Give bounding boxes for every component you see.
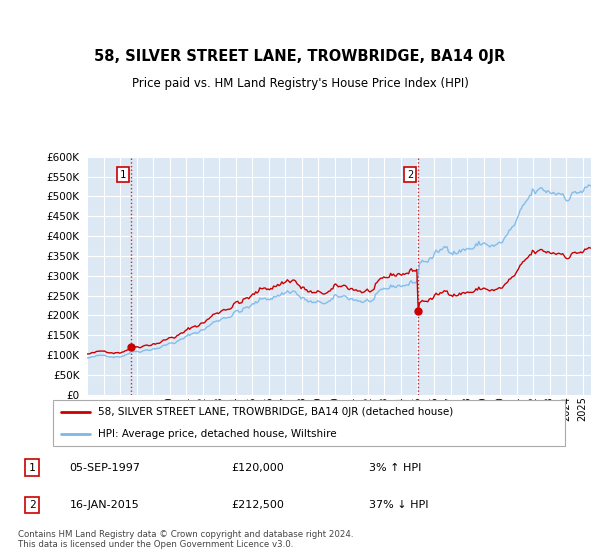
Text: 58, SILVER STREET LANE, TROWBRIDGE, BA14 0JR: 58, SILVER STREET LANE, TROWBRIDGE, BA14…	[94, 49, 506, 63]
Text: 1: 1	[29, 463, 35, 473]
Text: 1: 1	[120, 170, 126, 180]
Text: £212,500: £212,500	[231, 500, 284, 510]
Text: 05-SEP-1997: 05-SEP-1997	[70, 463, 140, 473]
Text: 2: 2	[407, 170, 413, 180]
Text: 58, SILVER STREET LANE, TROWBRIDGE, BA14 0JR (detached house): 58, SILVER STREET LANE, TROWBRIDGE, BA14…	[98, 407, 454, 417]
Text: Contains HM Land Registry data © Crown copyright and database right 2024.
This d: Contains HM Land Registry data © Crown c…	[18, 530, 353, 549]
Text: 16-JAN-2015: 16-JAN-2015	[70, 500, 139, 510]
Text: £120,000: £120,000	[231, 463, 284, 473]
Text: 3% ↑ HPI: 3% ↑ HPI	[369, 463, 421, 473]
Text: HPI: Average price, detached house, Wiltshire: HPI: Average price, detached house, Wilt…	[98, 429, 337, 439]
Text: 37% ↓ HPI: 37% ↓ HPI	[369, 500, 428, 510]
Text: 2: 2	[29, 500, 35, 510]
FancyBboxPatch shape	[53, 400, 565, 446]
Text: Price paid vs. HM Land Registry's House Price Index (HPI): Price paid vs. HM Land Registry's House …	[131, 77, 469, 91]
